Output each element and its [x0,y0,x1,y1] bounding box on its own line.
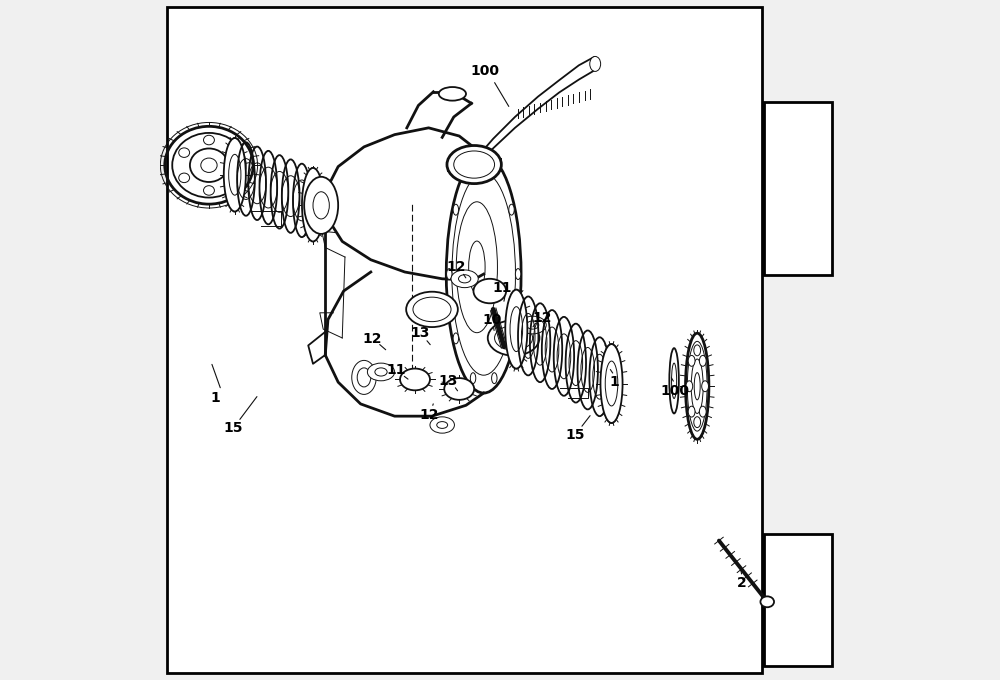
Text: 12: 12 [447,260,466,273]
Ellipse shape [453,333,459,344]
Ellipse shape [686,381,693,392]
Ellipse shape [224,138,246,211]
Text: 15: 15 [565,428,585,442]
Bar [167,7,762,673]
Text: 12: 12 [532,311,552,324]
Ellipse shape [400,369,430,390]
Ellipse shape [446,155,521,393]
Ellipse shape [688,406,695,417]
Ellipse shape [686,333,709,439]
Ellipse shape [488,320,539,356]
Ellipse shape [447,269,452,279]
Ellipse shape [473,279,506,303]
Text: 11: 11 [492,282,512,295]
Ellipse shape [702,381,708,392]
Ellipse shape [470,373,476,384]
Ellipse shape [669,348,679,413]
Ellipse shape [699,406,706,417]
Ellipse shape [406,292,458,327]
Ellipse shape [505,290,527,369]
Ellipse shape [509,204,514,215]
Ellipse shape [304,177,338,234]
Text: 12: 12 [362,332,382,345]
Bar [764,102,832,275]
Ellipse shape [760,596,774,607]
Ellipse shape [509,333,514,344]
Ellipse shape [492,165,497,175]
Ellipse shape [699,356,706,367]
Text: 100: 100 [660,384,689,398]
Ellipse shape [451,270,478,288]
Bar [764,534,832,666]
Ellipse shape [453,204,459,215]
Ellipse shape [694,345,701,356]
Text: 13: 13 [411,326,430,340]
Ellipse shape [694,417,701,428]
Text: 13: 13 [439,374,458,388]
Text: 12: 12 [420,408,439,422]
Text: 15: 15 [224,422,243,435]
Ellipse shape [600,344,623,423]
Ellipse shape [439,87,466,101]
Ellipse shape [515,269,521,279]
Text: 10: 10 [482,313,502,326]
Text: 1: 1 [609,375,619,389]
Text: 2: 2 [737,577,747,590]
Ellipse shape [447,146,501,184]
Text: 100: 100 [471,65,500,78]
Ellipse shape [302,168,324,241]
Text: 1: 1 [211,391,221,405]
Ellipse shape [492,373,497,384]
Ellipse shape [470,165,476,175]
Ellipse shape [444,378,474,400]
Ellipse shape [688,356,695,367]
Ellipse shape [519,316,546,334]
Text: 11: 11 [387,363,406,377]
Ellipse shape [590,56,601,71]
Ellipse shape [430,417,454,433]
Ellipse shape [367,363,395,381]
